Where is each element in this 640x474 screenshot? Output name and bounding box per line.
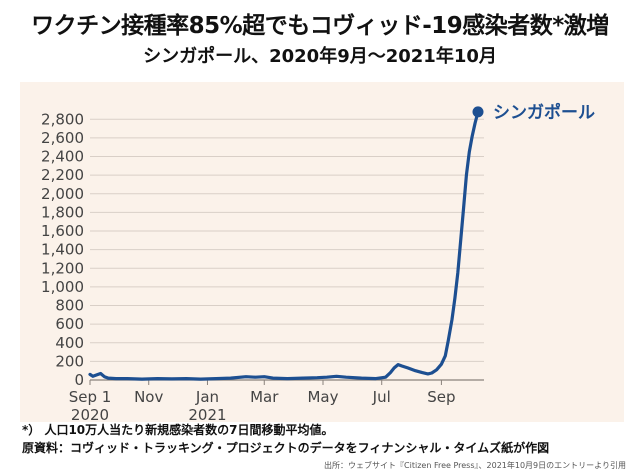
chart-subtitle: シンガポール、2020年9月～2021年10月	[143, 46, 497, 67]
footnote-source: 原資料：コヴィッド・トラッキング・プロジェクトのデータをフィナンシャル・タイムズ…	[22, 441, 550, 455]
x-tick-label: Sep 1	[69, 388, 112, 406]
chart-title: ワクチン接種率85%超でもコヴィッド-19感染者数*激増	[31, 13, 609, 39]
series-line	[88, 110, 480, 381]
x-tick-label: Sep	[427, 388, 455, 406]
footnote-definition: *） 人口10万人当たり新規感染者数の7日間移動平均値。	[22, 423, 334, 437]
y-tick-label: 0	[74, 371, 84, 389]
y-tick-label: 1,800	[41, 203, 84, 221]
y-tick-label: 2,200	[41, 166, 84, 184]
y-tick-label: 1,400	[41, 241, 84, 259]
y-tick-label: 200	[55, 352, 84, 370]
y-tick-label: 2,800	[41, 110, 84, 128]
x-tick-label: Nov	[134, 388, 163, 406]
x-tick-label: Jul	[372, 388, 391, 406]
y-axis-tick-labels: 02004006008001,0001,2001,4001,6001,8002,…	[41, 110, 84, 389]
y-tick-label: 1,200	[41, 259, 84, 277]
credit-line: 出所：ウェブサイト『Citizen Free Press』、2021年10月9日…	[324, 461, 626, 470]
gridlines	[89, 118, 484, 385]
series-label: シンガポール	[493, 102, 595, 123]
y-tick-label: 1,000	[41, 278, 84, 296]
y-tick-label: 1,600	[41, 222, 84, 240]
y-tick-label: 400	[55, 334, 84, 352]
y-tick-label: 800	[55, 297, 84, 315]
x-tick-label: May	[307, 388, 338, 406]
y-tick-label: 2,000	[41, 185, 84, 203]
series-layer: シンガポール	[88, 102, 595, 381]
line-chart: 02004006008001,0001,2001,4001,6001,8002,…	[41, 102, 595, 422]
y-tick-label: 2,400	[41, 148, 84, 166]
series-end-marker	[472, 106, 484, 118]
x-tick-year-label: 2020	[71, 406, 109, 422]
y-tick-label: 2,600	[41, 129, 84, 147]
x-tick-year-label: 2021	[188, 406, 226, 422]
x-tick-label: Mar	[250, 388, 279, 406]
x-tick-label: Jan	[195, 388, 219, 406]
y-tick-label: 600	[55, 315, 84, 333]
chart-panel: 0 200 400 600 800 1,000 1,200 1,400 1,600 1,800 2,…	[20, 82, 624, 422]
